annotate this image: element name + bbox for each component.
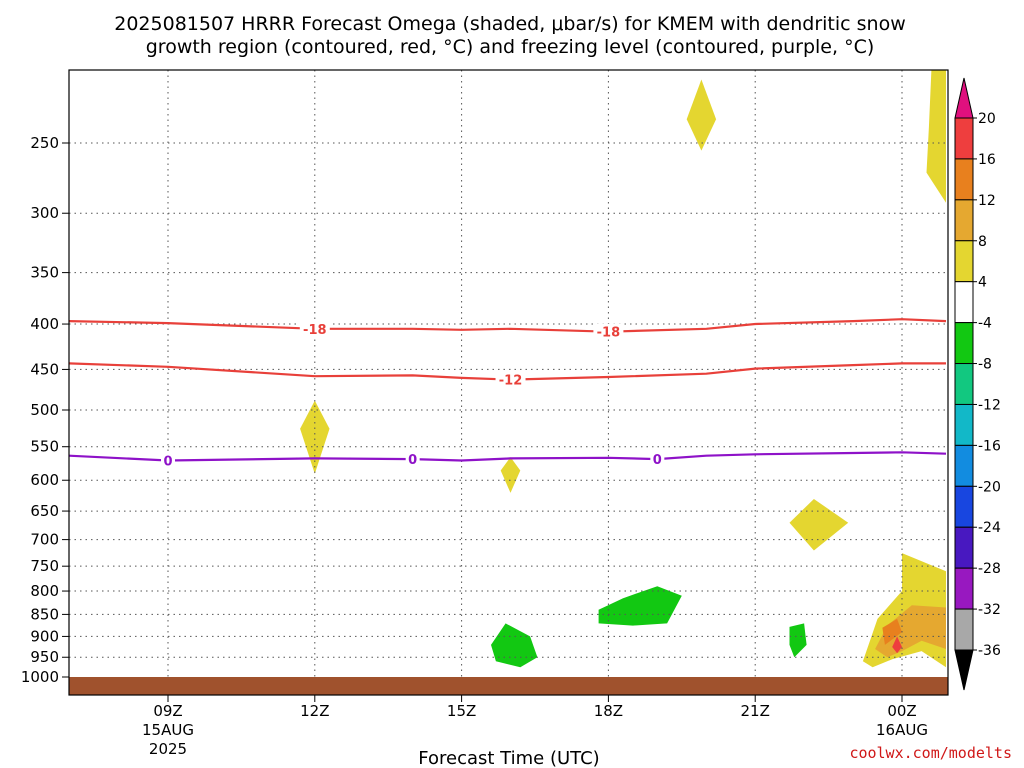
omega-area-10 — [598, 586, 682, 626]
colorbar-label-20: 20 — [978, 111, 996, 127]
x-tick-label-00Z: 00Z — [887, 702, 916, 720]
colorbar-bin-9 — [954, 444, 974, 487]
contour-label-bg — [593, 323, 624, 339]
grid-layer — [69, 70, 948, 695]
contour-label-bg — [299, 320, 330, 336]
y-tick-label-900: 900 — [30, 627, 59, 645]
ground-below-surface — [69, 677, 948, 695]
x-tick-year-09Z: 2025 — [149, 740, 187, 758]
omega-area-1 — [500, 457, 521, 493]
omega-area-6 — [875, 605, 946, 658]
contour-label-bg — [495, 371, 526, 387]
y-tick-label-350: 350 — [30, 264, 59, 282]
y-tick-label-550: 550 — [30, 438, 59, 456]
contour-label-bg — [405, 451, 420, 467]
y-tick-label-250: 250 — [30, 134, 59, 152]
colorbar-top-arrow — [954, 77, 974, 119]
x-tick-label-18Z: 18Z — [594, 702, 623, 720]
y-tick-label-400: 400 — [30, 315, 59, 333]
y-tick-label-1000: 1000 — [21, 668, 59, 686]
omega-area-3 — [789, 499, 849, 551]
colorbar-label--20: -20 — [978, 479, 1001, 495]
colorbar-bin-6 — [954, 322, 974, 365]
contour-label-0: 0 — [408, 453, 417, 468]
colorbar-bin-13 — [954, 608, 974, 651]
colorbar-label--28: -28 — [978, 561, 1001, 577]
x-tick-label-21Z: 21Z — [741, 702, 770, 720]
contour-label-0: 0 — [653, 453, 662, 468]
colorbar-label--12: -12 — [978, 397, 1001, 413]
colorbar-label--36: -36 — [978, 643, 1001, 659]
contour-label--12: -12 — [499, 374, 523, 389]
colorbar-bin-5 — [954, 281, 974, 324]
omega-area-0 — [300, 400, 330, 474]
colorbar-label--16: -16 — [978, 438, 1001, 454]
y-tick-label-950: 950 — [30, 648, 59, 666]
x-tick-label-15Z: 15Z — [447, 702, 476, 720]
y-axis-ticks: 250 300 350 400 450 500 550 600 650 700 750 800 850 9… — [21, 134, 69, 686]
omega-shading-layer — [300, 70, 946, 668]
contour-layer: -18 -18 -12 0 0 0 — [68, 318, 947, 469]
contour-label-bg — [650, 451, 665, 467]
colorbar: 20 16 12 8 4 -4 -8 -12 -16 -20 -24 -28 -32 -36 — [954, 77, 1001, 691]
contour-label--18: -18 — [597, 326, 621, 341]
colorbar-bin-11 — [954, 526, 974, 569]
colorbar-bin-8 — [954, 403, 974, 446]
colorbar-label-4: 4 — [978, 275, 987, 291]
omega-area-2 — [686, 79, 717, 151]
y-tick-label-650: 650 — [30, 502, 59, 520]
omega-area-11 — [789, 623, 807, 658]
colorbar-bin-10 — [954, 485, 974, 528]
credit-link[interactable]: coolwx.com/modelts — [849, 744, 1012, 762]
colorbar-bin-4 — [954, 240, 974, 283]
colorbar-label-16: 16 — [978, 152, 996, 168]
colorbar-label--8: -8 — [978, 357, 992, 373]
colorbar-bin-1 — [954, 117, 974, 160]
contour-label--18: -18 — [303, 323, 327, 338]
contour-label-bg — [161, 452, 175, 468]
y-tick-label-750: 750 — [30, 557, 59, 575]
colorbar-bin-2 — [954, 158, 974, 201]
colorbar-bin-12 — [954, 567, 974, 610]
colorbar-bin-7 — [954, 363, 974, 405]
y-tick-label-500: 500 — [30, 401, 59, 419]
colorbar-bottom-arrow — [954, 649, 974, 691]
y-tick-label-850: 850 — [30, 605, 59, 623]
x-tick-label-12Z: 12Z — [300, 702, 329, 720]
omega-area-7 — [882, 618, 902, 645]
colorbar-label--4: -4 — [978, 316, 992, 332]
chart-title-line1: 2025081507 HRRR Forecast Omega (shaded, … — [114, 13, 906, 35]
omega-area-4 — [926, 70, 946, 203]
y-tick-label-300: 300 — [30, 204, 59, 222]
x-tick-date-09Z: 15AUG — [142, 721, 194, 739]
colorbar-label-8: 8 — [978, 234, 987, 250]
colorbar-label--32: -32 — [978, 602, 1001, 618]
contour-line-0 — [68, 451, 947, 462]
x-axis-title: Forecast Time (UTC) — [418, 748, 599, 768]
colorbar-label-12: 12 — [978, 193, 996, 209]
y-tick-label-800: 800 — [30, 582, 59, 600]
plot-frame — [68, 69, 949, 696]
omega-area-8 — [892, 636, 902, 654]
contour-line--18 — [68, 318, 947, 333]
contour-label-0: 0 — [163, 454, 172, 469]
y-tick-label-700: 700 — [30, 531, 59, 549]
contour-line--12 — [68, 362, 946, 381]
x-tick-date-00Z: 16AUG — [876, 721, 928, 739]
x-tick-label-09Z: 09Z — [153, 702, 182, 720]
chart-title-line2: growth region (contoured, red, °C) and f… — [146, 36, 875, 58]
y-tick-label-600: 600 — [30, 471, 59, 489]
y-tick-label-450: 450 — [30, 360, 59, 378]
colorbar-bin-3 — [954, 199, 974, 242]
omega-area-9 — [491, 623, 538, 668]
colorbar-label--24: -24 — [978, 520, 1001, 536]
